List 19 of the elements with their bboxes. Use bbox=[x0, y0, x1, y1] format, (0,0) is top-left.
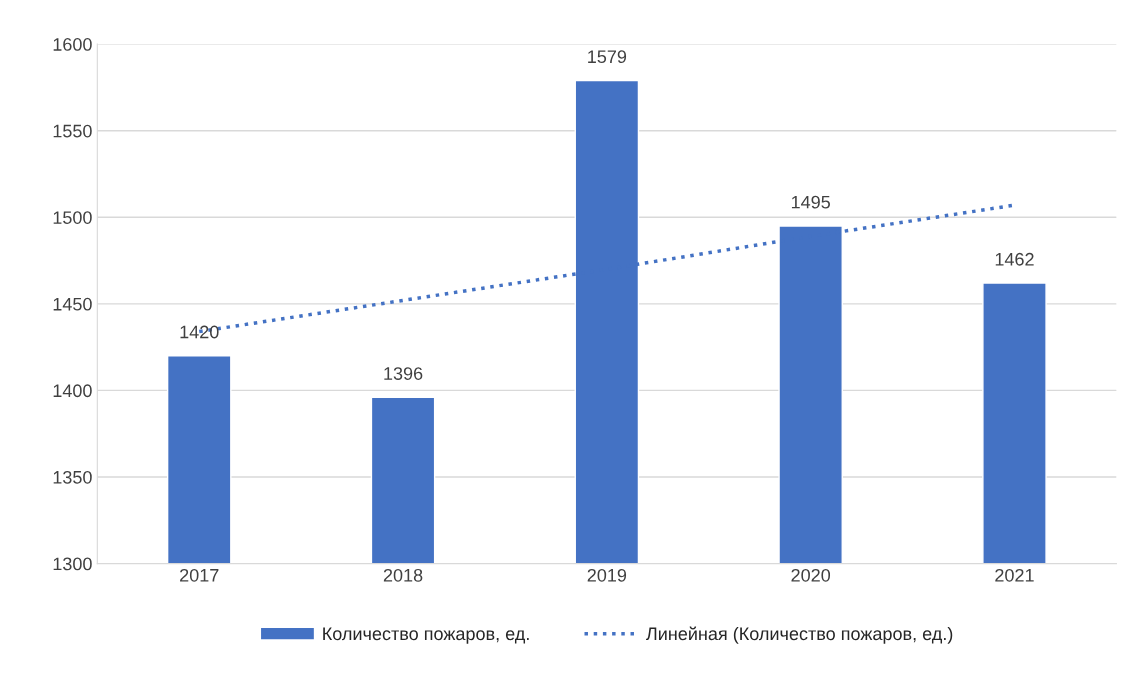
y-tick-label: 1450 bbox=[53, 297, 92, 311]
legend-label: Количество пожаров, ед. bbox=[323, 627, 529, 644]
y-tick-label: 1500 bbox=[53, 211, 92, 224]
x-tick-label: 2020 bbox=[791, 568, 831, 582]
y-tick-label: 1350 bbox=[53, 470, 92, 484]
y-tick-label: 1300 bbox=[53, 557, 92, 571]
data-label: 1396 bbox=[384, 367, 423, 380]
data-label: 1462 bbox=[995, 252, 1034, 266]
x-tick-label: 2021 bbox=[995, 568, 1034, 582]
data-label: 1579 bbox=[588, 50, 627, 64]
data-label: 1420 bbox=[180, 325, 219, 339]
y-tick-label: 1400 bbox=[53, 384, 92, 398]
x-tick-label: 2019 bbox=[587, 568, 627, 582]
legend-label: Линейная (Количество пожаров, ед.) bbox=[646, 626, 953, 644]
y-tick-label: 1550 bbox=[53, 124, 92, 138]
data-label: 1495 bbox=[791, 195, 830, 209]
y-tick-label: 1600 bbox=[53, 38, 92, 51]
x-tick-label: 2017 bbox=[180, 568, 219, 582]
x-tick-label: 2018 bbox=[383, 568, 423, 582]
